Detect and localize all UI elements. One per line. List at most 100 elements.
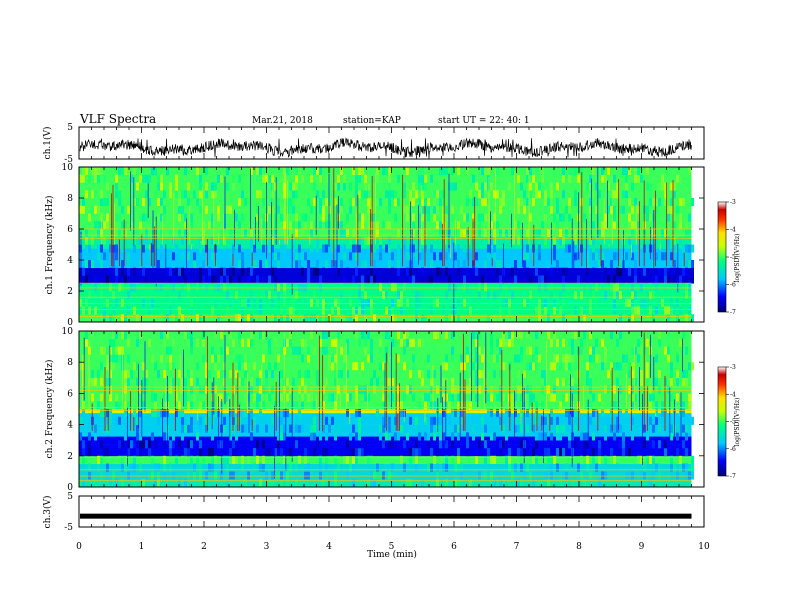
spectrogram-cell [460,205,463,214]
spectrogram-cell [487,167,490,176]
ch1-waveform-trace [79,137,692,158]
spectrogram-cell [241,409,244,418]
spectrogram-cell [163,338,166,347]
spectrogram-cell [124,314,127,322]
spectrogram-band [79,448,692,453]
spectrogram-cell [535,409,538,418]
spectrogram-cell [133,471,136,480]
spectrogram-cell [664,221,667,230]
spectrogram-cell [454,283,457,292]
spectrogram-cell [478,346,481,355]
spectrogram-cell [679,221,682,230]
spectrogram-cell [301,174,304,183]
spectrogram-cell [196,362,199,371]
spectrogram-cell [409,275,412,284]
spectrogram-cell [637,174,640,183]
spectrogram-cell [613,432,616,441]
spectrogram-cell [601,229,604,238]
spectrogram-cell [136,298,139,307]
spectrogram-cell [184,190,187,199]
spectrogram-cell [262,331,265,340]
spectrogram-cell [229,252,232,261]
spectrogram-cell [682,463,685,472]
spectrogram-cell [118,346,121,355]
spectrogram-cell [442,362,445,371]
spectrogram-cell [547,479,550,487]
spectrogram-cell [82,362,85,371]
spectrogram-cell [292,244,295,253]
spectrogram-cell [244,354,247,363]
spectrogram-cell [256,306,259,315]
colorbar-tick-label: -4 [730,227,736,234]
spectrogram-cell [520,354,523,363]
spectrogram-cell [94,275,97,284]
spectrogram-cell [106,221,109,230]
spectrogram-cell [454,463,457,472]
spectrogram-cell [670,205,673,214]
spectrogram-cell [439,432,442,441]
spectrogram-cell [553,167,556,176]
spectrogram-cell [481,354,484,363]
spectrogram-cell [631,314,634,322]
spectrogram-cell [247,455,250,464]
spectrogram-cell [82,479,85,487]
spectrogram-cell [508,463,511,472]
spectrogram-cell [634,275,637,284]
spectrogram-cell [481,236,484,245]
spectrogram-cell [607,385,610,394]
spectrogram-cell [508,283,511,292]
spectrogram-cell [250,338,253,347]
spectrogram-cell [688,167,691,176]
spectrogram-cell [604,424,607,433]
spectrogram-cell [115,354,118,363]
spectrogram-cell [403,463,406,472]
spectrogram-cell [427,432,430,441]
spectrogram-cell [316,244,319,253]
spectrogram-cell [667,205,670,214]
spectrogram-cell [592,244,595,253]
spectrogram-band [79,318,692,322]
spectrogram-cell [418,291,421,300]
spectrogram-cell [304,463,307,472]
spectrogram-cell [289,182,292,191]
spectrogram-cell [319,393,322,402]
spectrogram-cell [187,283,190,292]
spectrogram-cell [361,167,364,176]
spectrogram-cell [199,314,202,322]
spectrogram-cell [466,236,469,245]
spectrogram-cell [628,213,631,222]
spectrogram-cell [352,213,355,222]
spectrogram-cell [433,190,436,199]
spectrogram-cell [604,354,607,363]
spectrogram-cell [649,393,652,402]
spectrogram-cell [601,283,604,292]
spectrogram-cell [169,377,172,386]
spectrogram-cell [439,221,442,230]
spectrogram-cell [319,167,322,176]
spectrogram-cell [202,471,205,480]
spectrogram-band [79,455,692,460]
spectrogram-cell [307,346,310,355]
spectrogram-cell [226,205,229,214]
spectrogram-cell [133,362,136,371]
spectrogram-cell [220,306,223,315]
spectrogram-cell [106,362,109,371]
spectrogram-cell [445,267,448,276]
spectrogram-cell [175,267,178,276]
spectrogram-cell [325,221,328,230]
spectrogram-cell [568,409,571,418]
spectrogram-cell [592,205,595,214]
spectrogram-cell [85,190,88,199]
spectrogram-cell [223,267,226,276]
spectrogram-cell [313,221,316,230]
spectrogram-cell [133,463,136,472]
spectrogram-cell [106,370,109,379]
spectrogram-cell [352,167,355,176]
ch1-voltage-label: ch.1(V) [42,127,53,160]
spectrogram-cell [205,370,208,379]
spectrogram-cell [157,283,160,292]
spectrogram-cell [121,283,124,292]
spectrogram-cell [472,198,475,207]
spectrogram-cell [292,401,295,410]
spectrogram-cell [280,314,283,322]
